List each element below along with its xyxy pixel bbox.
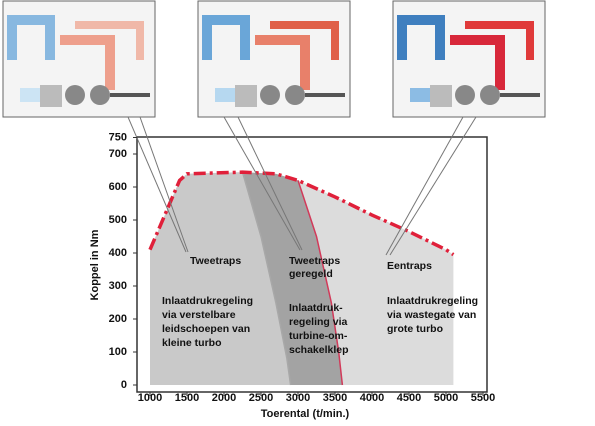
y-tick-label: 300 [109, 280, 127, 292]
turbo-diagrams [3, 1, 545, 117]
annotation-text: Inlaatdruk- [289, 302, 343, 314]
y-tick-label: 400 [109, 247, 127, 259]
y-axis-label: Koppel in Nm [89, 229, 101, 300]
x-tick-label: 2000 [212, 392, 236, 404]
x-tick-label: 3000 [286, 392, 310, 404]
x-axis-label: Toerental (t/min.) [261, 408, 350, 420]
x-tick-label: 5500 [471, 392, 495, 404]
chart: Koppel in Nm Toerental (t/min.) 10001500… [0, 0, 595, 421]
x-tick-label: 1500 [175, 392, 199, 404]
annotation-text: via verstelbare [162, 309, 236, 321]
y-tick-label: 100 [109, 346, 127, 358]
annotation-text: via wastegate van [387, 309, 476, 321]
annotation-text: schakelklep [289, 344, 349, 356]
diagram-1 [3, 1, 155, 117]
annotation-title: Tweetraps [289, 255, 340, 267]
annotation-title: geregeld [289, 268, 333, 280]
y-tick-label: 200 [109, 313, 127, 325]
diagram-3 [393, 1, 545, 117]
annotation-text: turbine-om- [289, 330, 348, 342]
annotation-title: Eentraps [387, 260, 432, 272]
annotation-text: Inlaatdrukregeling [162, 295, 253, 307]
annotation-text: regeling via [289, 316, 348, 328]
annotation-title: Tweetraps [190, 255, 241, 267]
annotation-text: kleine turbo [162, 337, 222, 349]
y-tick-label: 500 [109, 214, 127, 226]
y-tick-label: 0 [121, 379, 127, 391]
page: Koppel in Nm Toerental (t/min.) 10001500… [0, 0, 595, 426]
annotation-text: leidschoepen van [162, 323, 250, 335]
x-tick-label: 2500 [249, 392, 273, 404]
y-tick-label: 600 [109, 181, 127, 193]
annotation-text: Inlaatdrukregeling [387, 295, 478, 307]
x-tick-label: 4500 [397, 392, 421, 404]
x-tick-label: 3500 [323, 392, 347, 404]
diagram-2 [198, 1, 350, 117]
y-tick-label: 750 [109, 131, 127, 143]
x-tick-label: 5000 [434, 392, 458, 404]
x-tick-label: 4000 [360, 392, 384, 404]
y-tick-label: 700 [109, 148, 127, 160]
x-tick-label: 1000 [138, 392, 162, 404]
annotation-text: grote turbo [387, 323, 443, 335]
